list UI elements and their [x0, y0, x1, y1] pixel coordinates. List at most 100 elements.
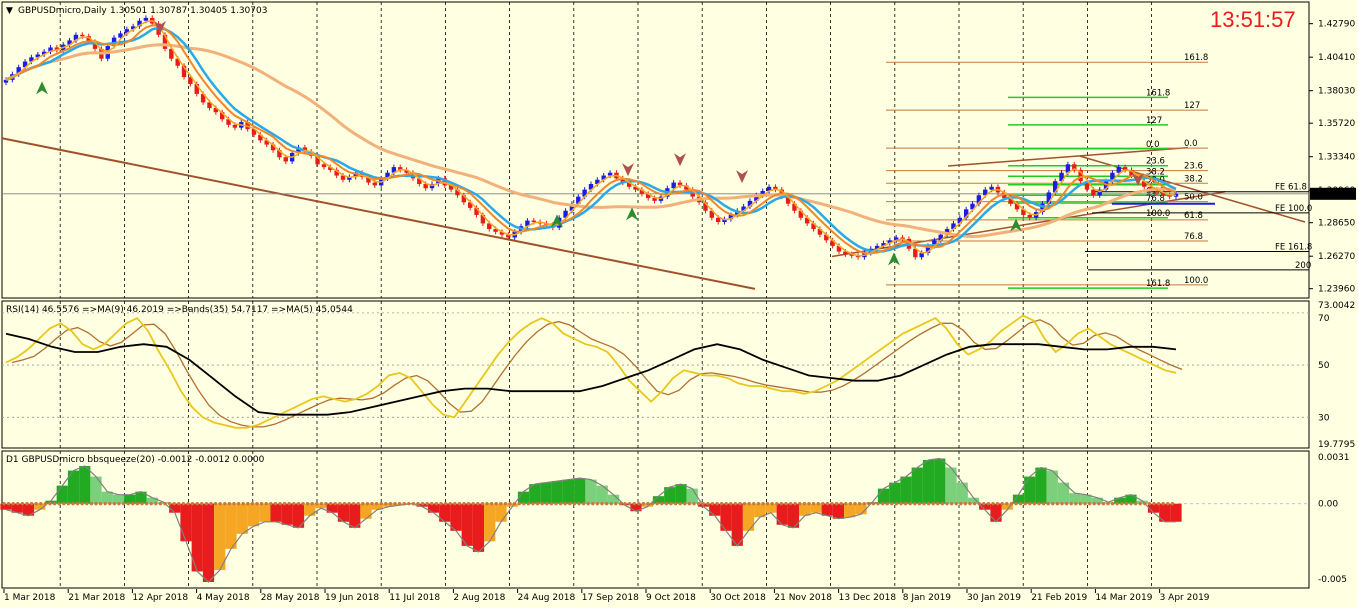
squeeze-dot	[1115, 501, 1119, 506]
squeeze-bar-down	[506, 503, 518, 507]
candle-bull	[1046, 192, 1052, 204]
squeeze-dot	[480, 501, 485, 506]
squeeze-bar-up	[664, 487, 676, 504]
squeeze-dot	[411, 501, 416, 506]
candle-bear	[321, 164, 327, 168]
squeeze-bar-up	[90, 476, 102, 504]
candle-bear	[188, 77, 193, 85]
fibo-label-orange: 50.0	[1184, 193, 1203, 203]
candle-bull	[754, 195, 759, 201]
squeeze-dot	[94, 501, 98, 506]
squeeze-dot	[742, 501, 747, 506]
squeeze-dot	[57, 501, 61, 506]
squeeze-bar-down	[439, 503, 451, 522]
candle-bull	[111, 37, 117, 47]
price-tick: 1.23960	[1318, 285, 1355, 295]
ohlc-readout: 1.30501 1.30787 1.30405 1.30703	[110, 6, 267, 16]
squeeze-bar-up	[967, 497, 980, 504]
candle-bear	[804, 217, 810, 224]
candle-bear	[1021, 209, 1026, 215]
fibo-label-orange: 61.8	[1184, 211, 1203, 221]
squeeze-dot	[241, 501, 245, 506]
panel-frame-1	[1, 300, 1310, 449]
squeeze-dot	[669, 501, 673, 506]
squeeze-dot	[250, 501, 255, 506]
squeeze-dot	[328, 501, 333, 506]
candle-bull	[385, 172, 390, 179]
squeeze-dot	[609, 501, 613, 506]
squeeze-bar-up	[956, 482, 968, 504]
squeeze-dot	[296, 501, 301, 506]
squeeze-dot	[614, 501, 618, 506]
squeeze-dot	[103, 501, 107, 506]
candle-bull	[588, 183, 594, 190]
squeeze-bar-down	[979, 503, 991, 510]
squeeze-dot	[1138, 501, 1142, 506]
fibo-expansion-label: FE 100.0	[1275, 204, 1312, 214]
candle-bear	[200, 93, 206, 103]
squeeze-dot	[586, 501, 590, 506]
squeeze-dot	[499, 501, 503, 506]
price-panel[interactable]: 161.81270.023.638.250.061.876.8100.0161.…	[1, 15, 1312, 290]
squeeze-dot	[310, 501, 314, 506]
squeeze-dot	[1069, 501, 1073, 506]
rsi-panel[interactable]	[2, 312, 1309, 429]
candle-bull	[41, 51, 47, 55]
squeeze-dot	[319, 501, 324, 506]
squeeze-dot	[489, 501, 494, 506]
squeeze-dot	[591, 501, 595, 506]
squeeze-dot	[595, 501, 600, 506]
squeeze-dot	[848, 501, 853, 506]
squeeze-dot	[98, 501, 103, 506]
squeeze-dot	[954, 501, 958, 506]
rsi-tick: 19.7795	[1318, 440, 1355, 450]
squeeze-dot	[227, 501, 232, 506]
squeeze-dot	[627, 501, 632, 506]
squeeze-bar-down	[810, 503, 822, 513]
squeeze-dot	[466, 501, 471, 506]
squeeze-dot	[949, 501, 954, 506]
candle-bear	[830, 240, 835, 246]
squeeze-dot	[34, 501, 38, 506]
time-label: 12 Apr 2018	[132, 593, 188, 603]
squeeze-panel[interactable]	[0, 457, 1309, 583]
squeeze-dot	[623, 501, 627, 506]
fibo-label-green: 100.0	[1146, 209, 1170, 219]
squeeze-bar-down	[292, 503, 305, 528]
candle-bear	[1161, 192, 1166, 196]
squeeze-bar-down	[821, 503, 833, 516]
squeeze-dot	[1055, 501, 1060, 506]
price-tick: 1.33340	[1318, 153, 1355, 163]
squeeze-bar-up	[1035, 467, 1047, 504]
squeeze-dot	[204, 501, 209, 506]
squeeze-bar-down	[259, 503, 271, 522]
candle-bear	[1078, 169, 1083, 182]
squeeze-dot	[719, 501, 724, 506]
menu-marker[interactable]: ▼	[6, 6, 13, 16]
squeeze-dot	[167, 501, 172, 506]
squeeze-dot	[1051, 501, 1055, 506]
time-label: 13 Dec 2018	[839, 593, 897, 603]
squeeze-dot	[154, 501, 158, 506]
squeeze-bar-down	[495, 503, 507, 522]
candle-bull	[887, 240, 893, 244]
squeeze-dot	[1074, 501, 1078, 506]
squeeze-bar-up	[540, 482, 552, 504]
fibo-expansion-label: 200	[1295, 261, 1311, 271]
time-label: 19 Jun 2018	[325, 593, 379, 603]
candle-bear	[334, 169, 339, 176]
candle-bear	[506, 234, 511, 238]
squeeze-bar-down	[337, 503, 350, 522]
candle-bear	[715, 217, 721, 222]
squeeze-dot	[1005, 501, 1009, 506]
squeeze-bar-down	[326, 503, 338, 513]
rsi-header: RSI(14) 46.5576 =>MA(9) 46.2019 =>Bands(…	[6, 305, 353, 315]
squeeze-bar-down	[472, 503, 485, 552]
candle-bull	[391, 167, 397, 173]
candle-bull	[1116, 167, 1121, 173]
time-label: 8 Jan 2019	[903, 593, 951, 603]
squeeze-bar-down	[742, 503, 755, 531]
squeeze-dot	[259, 501, 264, 506]
squeeze-bar-down	[787, 503, 800, 528]
